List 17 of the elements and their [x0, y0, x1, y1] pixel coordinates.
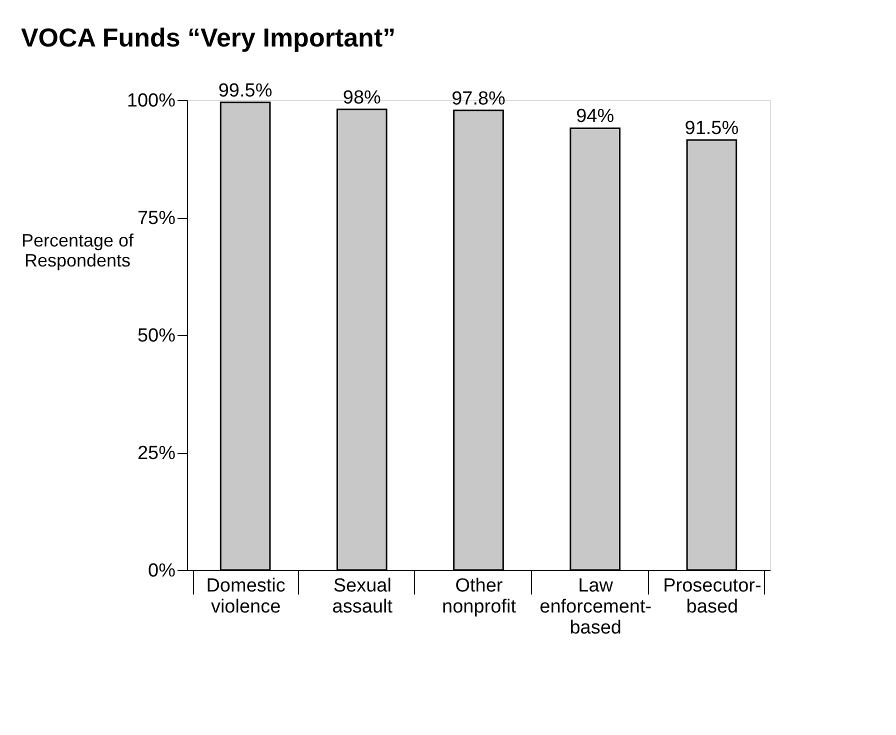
y-tick-label: 75%	[137, 208, 176, 229]
data-label: 99.5%	[218, 80, 272, 102]
chart-title: VOCA Funds “Very Important”	[20, 22, 396, 52]
y-tick-label: 50%	[137, 326, 176, 346]
x-tick-label: Sexual assault	[332, 576, 394, 618]
y-tick-label: 0%	[148, 560, 176, 582]
x-tick-label: Other nonprofit	[442, 576, 517, 618]
x-tick-label: Prosecutor- based	[663, 576, 762, 618]
data-label: 98%	[342, 87, 382, 108]
data-label: 91.5%	[684, 118, 739, 139]
data-label: 94%	[576, 106, 614, 128]
y-tick-label: 25%	[137, 443, 176, 464]
y-axis-title: Percentage of Respondents	[21, 230, 135, 270]
y-tick-label: 100%	[126, 90, 176, 112]
data-label: 97.8%	[452, 88, 506, 110]
x-tick-label: Law enforcement- based	[540, 576, 652, 638]
x-tick-label: Domestic violence	[206, 576, 286, 618]
